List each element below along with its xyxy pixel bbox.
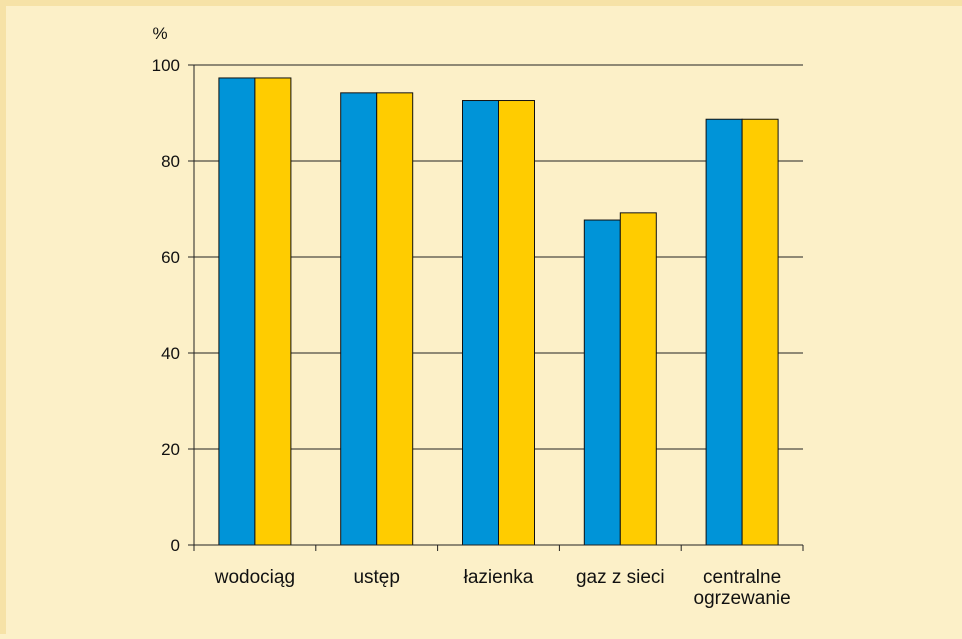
- x-tick-labels: wodociąg ustęp łazienka gaz z sieci centraln…: [214, 567, 791, 609]
- y-tick-label: 60: [161, 248, 180, 267]
- bar-series-1-1: [340, 92, 378, 546]
- x-tick-label: gaz z sieci: [576, 567, 665, 588]
- y-axis-label: %: [152, 24, 167, 43]
- x-tick-label-line: centralne: [703, 567, 781, 588]
- x-tick-label: łazienka: [464, 567, 534, 588]
- y-tick-label: 0: [171, 536, 180, 555]
- x-tick-label-line: gaz z sieci: [576, 567, 665, 588]
- x-tick-label-line: ogrzewanie: [694, 588, 791, 609]
- x-tick-label-line: wodociąg: [214, 567, 295, 588]
- x-tick-label-line: ustęp: [353, 567, 399, 588]
- y-tick-label: 20: [161, 440, 180, 459]
- y-tick-label: 40: [161, 344, 180, 363]
- y-tick-labels: 0 20 40 60 80 100: [152, 56, 180, 555]
- x-tick-label: ustęp: [353, 567, 399, 588]
- bar-series-2-4: [741, 118, 779, 546]
- x-tick-label: centralne ogrzewanie: [694, 567, 791, 609]
- bar-series-2-0: [254, 77, 292, 546]
- bar-series-1-2: [462, 100, 499, 546]
- bar-series-1-4: [705, 118, 743, 546]
- bar-series-2-2: [498, 100, 535, 546]
- x-tick-label-line: łazienka: [464, 567, 534, 588]
- y-tick-label: 80: [161, 152, 180, 171]
- bar-series-1-0: [218, 77, 256, 546]
- axes: %: [152, 24, 804, 551]
- bars: [218, 77, 779, 546]
- x-tick-label: wodociąg: [214, 567, 295, 588]
- y-tick-label: 100: [152, 56, 180, 75]
- bar-series-1-3: [583, 219, 621, 546]
- bar-series-2-1: [376, 92, 414, 546]
- bar-series-2-3: [619, 212, 657, 546]
